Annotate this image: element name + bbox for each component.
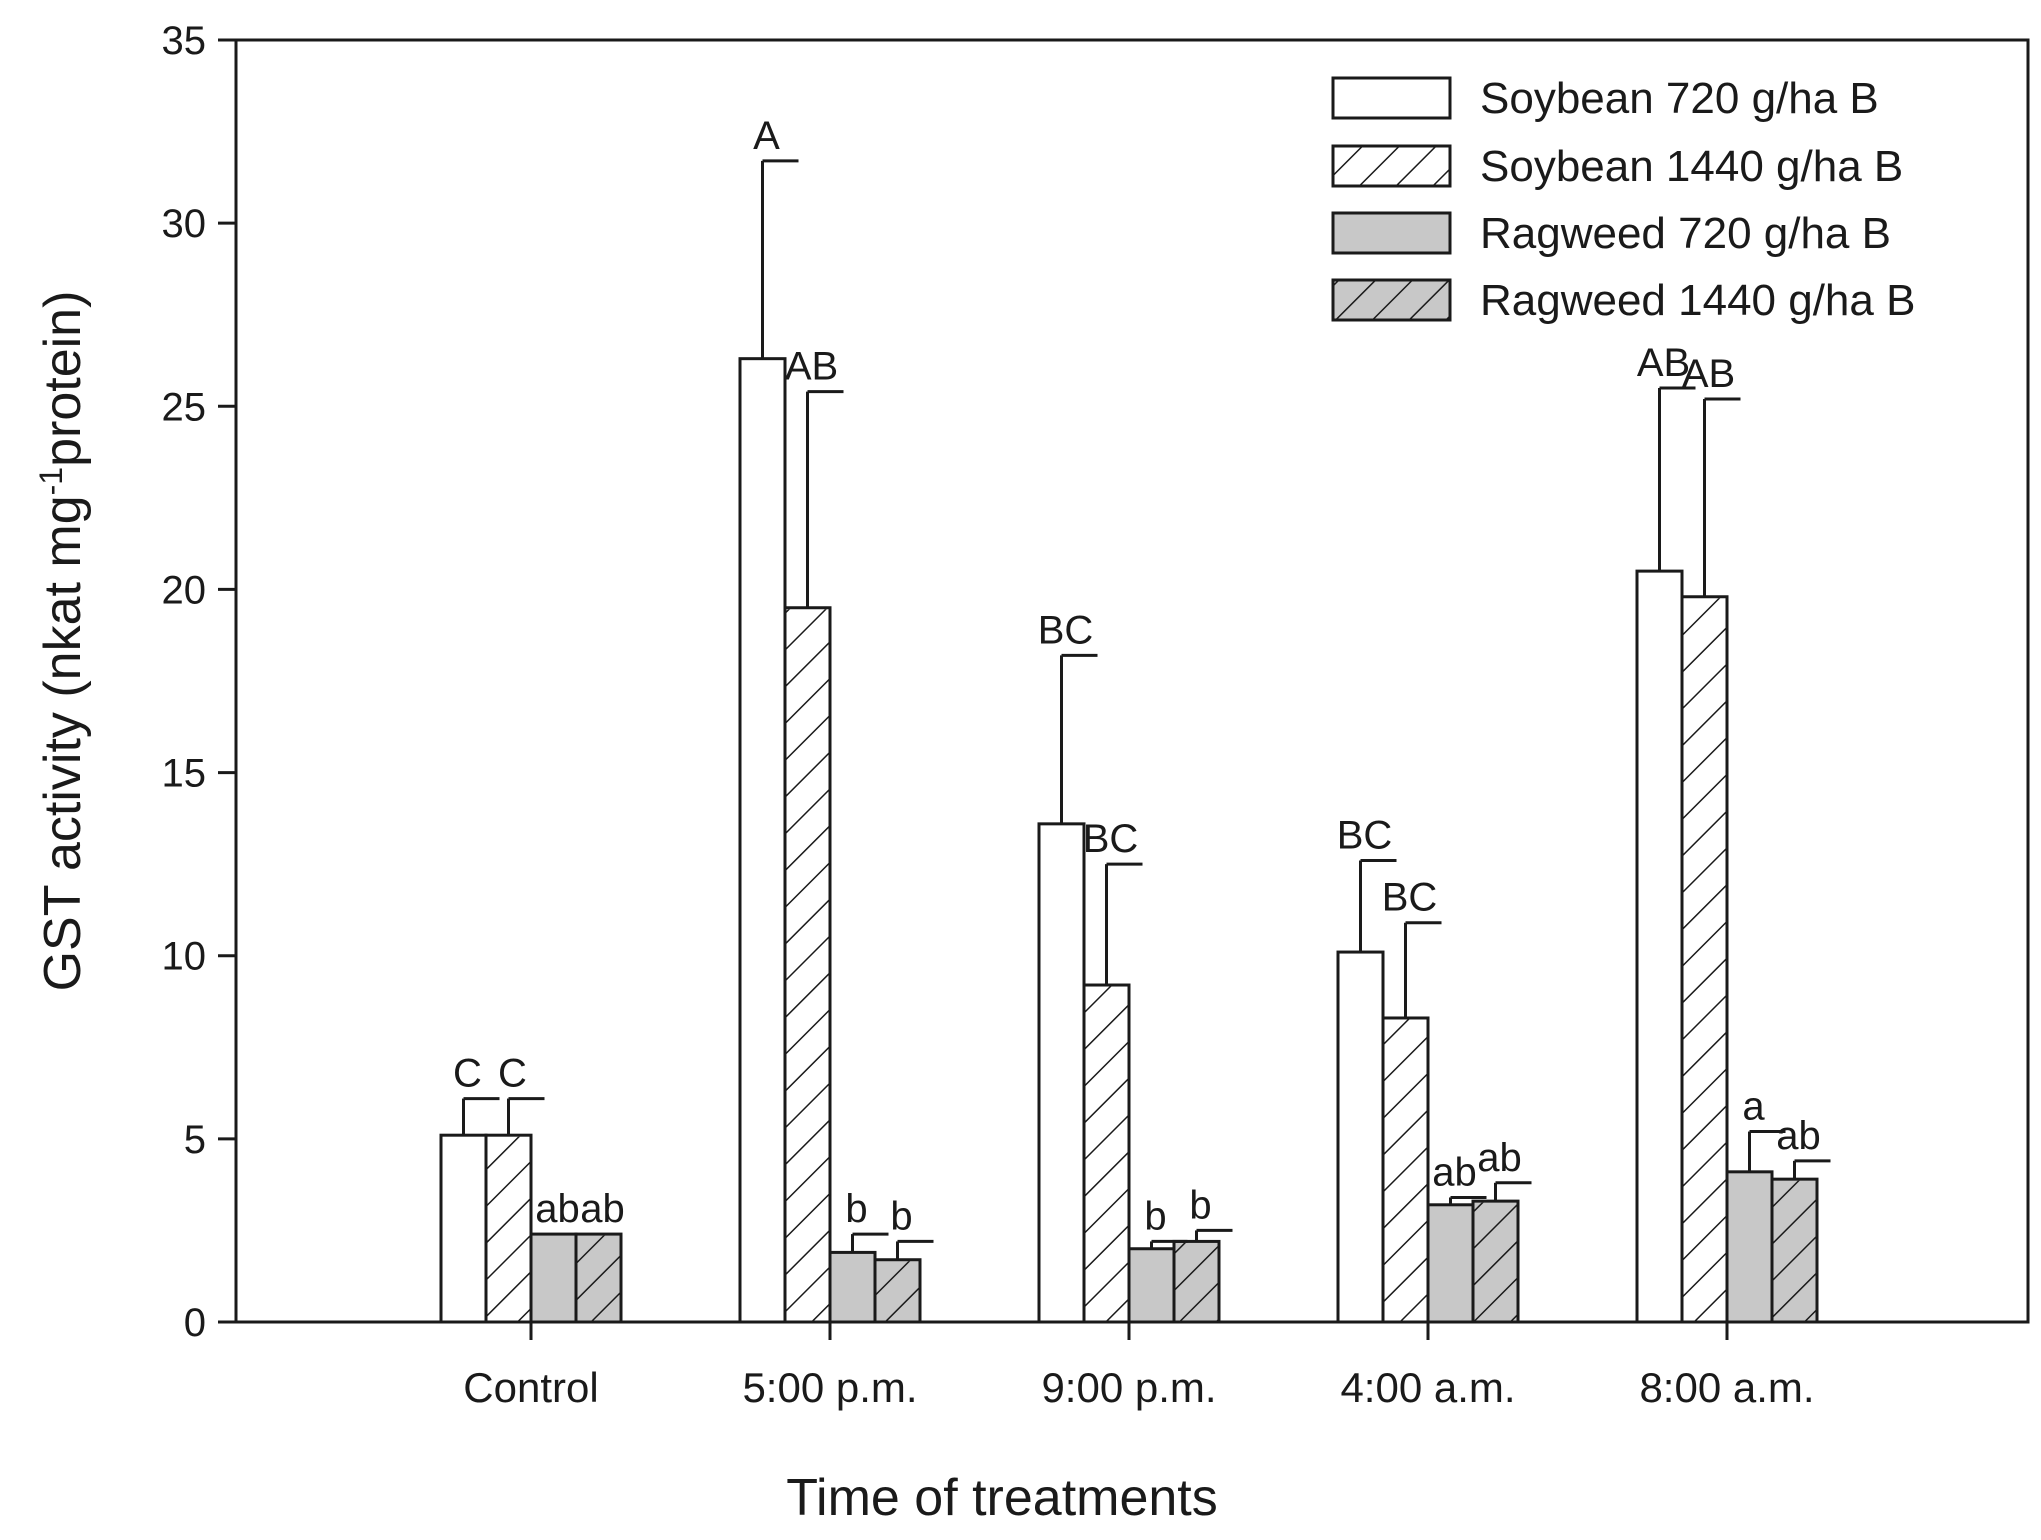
bar-hatch: [876, 1261, 919, 1321]
category-label: Control: [463, 1364, 598, 1411]
category-label: 9:00 p.m.: [1041, 1364, 1216, 1411]
significance-label: ab: [1776, 1114, 1821, 1158]
y-axis-title-superscript: -1: [33, 467, 69, 495]
significance-label: a: [1742, 1085, 1765, 1129]
bar: [1426, 1203, 1475, 1324]
category-label: 5:00 p.m.: [742, 1364, 917, 1411]
bar-hatch: [1773, 1180, 1816, 1321]
significance-label: AB: [785, 345, 838, 389]
bar: [828, 1250, 877, 1324]
y-tick-label: 20: [162, 568, 207, 612]
significance-label: b: [1144, 1194, 1166, 1238]
significance-label: ab: [535, 1187, 580, 1231]
legend-swatch-hatch: [1334, 281, 1449, 319]
legend-swatch-hatch: [1334, 147, 1449, 185]
y-tick-label: 30: [162, 202, 207, 246]
x-axis-title: Time of treatments: [786, 1469, 1218, 1527]
category-label: 8:00 a.m.: [1639, 1364, 1814, 1411]
bar: [439, 1133, 488, 1324]
bar-hatch: [1384, 1019, 1427, 1321]
bar: [1127, 1247, 1176, 1324]
y-tick-label: 25: [162, 385, 207, 429]
significance-label: BC: [1337, 813, 1393, 857]
significance-label: ab: [1477, 1136, 1522, 1180]
significance-label: ab: [580, 1187, 625, 1231]
bar-hatch: [786, 609, 829, 1321]
bar: [1336, 950, 1385, 1324]
bar-hatch: [1175, 1242, 1218, 1321]
legend: Soybean 720 g/ha B Soybean 1440 g/ha B Rag…: [1331, 74, 1915, 325]
bars: [439, 357, 1819, 1324]
significance-label: C: [453, 1052, 482, 1096]
legend-label: Soybean 720 g/ha B: [1480, 74, 1879, 123]
significance-label: ab: [1432, 1150, 1477, 1194]
bar-hatch: [577, 1235, 620, 1321]
legend-label: Soybean 1440 g/ha B: [1480, 142, 1903, 191]
y-tick-label: 10: [162, 935, 207, 979]
y-axis-title: GST activity (nkat mg-1protein): [33, 291, 92, 992]
y-tick-label: 5: [184, 1118, 206, 1162]
significance-label: A: [753, 114, 780, 158]
significance-label: BC: [1083, 817, 1139, 861]
bar: [529, 1232, 578, 1324]
y-axis-title-tail: protein): [34, 291, 92, 467]
bar-hatch: [1683, 598, 1726, 1321]
y-tick-label: 15: [162, 752, 207, 796]
significance-label: b: [890, 1194, 912, 1238]
legend-label: Ragweed 1440 g/ha B: [1480, 276, 1915, 325]
bar-hatch: [1474, 1202, 1517, 1321]
y-tick-label: 0: [184, 1301, 206, 1345]
bar: [1725, 1170, 1774, 1324]
x-axis: Control 5:00 p.m. 9:00 p.m. 4:00 a.m. 8:00 a…: [463, 1322, 1815, 1411]
bar-hatch: [487, 1136, 530, 1321]
bar: [1635, 569, 1684, 1324]
y-axis: 0 5 10 15 20 25 30 35: [162, 19, 236, 1345]
significance-label: BC: [1038, 608, 1094, 652]
legend-label: Ragweed 720 g/ha B: [1480, 209, 1891, 258]
significance-label: AB: [1637, 341, 1690, 385]
category-label: 4:00 a.m.: [1340, 1364, 1515, 1411]
y-axis-title-main: GST activity (nkat mg: [34, 495, 92, 991]
bar-hatch: [1085, 986, 1128, 1321]
legend-swatch: [1331, 211, 1452, 255]
significance-label: b: [845, 1187, 867, 1231]
error-bars: [462, 159, 1831, 1260]
y-tick-label: 35: [162, 19, 207, 63]
bar: [738, 357, 787, 1324]
significance-label: C: [498, 1052, 527, 1096]
significance-label: b: [1189, 1183, 1211, 1227]
significance-label: BC: [1382, 876, 1438, 920]
significance-label: AB: [1682, 352, 1735, 396]
legend-swatch: [1331, 76, 1452, 120]
bar: [1037, 822, 1086, 1324]
